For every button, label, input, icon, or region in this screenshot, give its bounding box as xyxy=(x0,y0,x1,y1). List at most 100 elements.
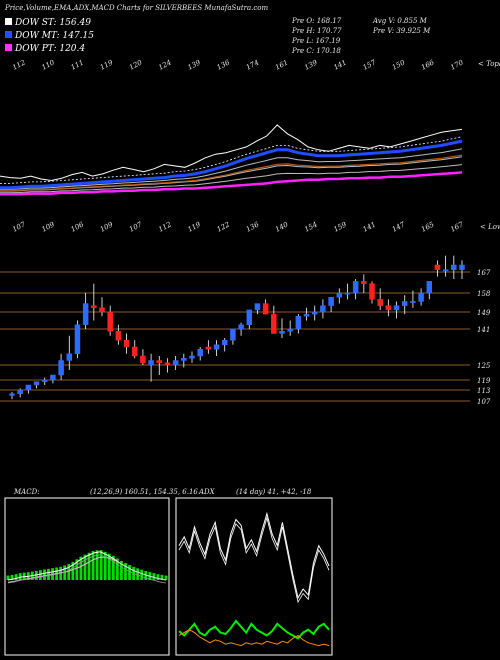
candle-body xyxy=(41,379,48,382)
candle xyxy=(246,309,253,329)
price-tick-label: 107 xyxy=(11,220,27,234)
candle-body xyxy=(254,303,261,311)
legend-pt: DOW PT: 120.4 xyxy=(14,44,85,54)
candle-body xyxy=(426,281,433,294)
macd-histogram-bar xyxy=(71,561,75,580)
price-level-label: 149 xyxy=(477,309,491,317)
ema-tick-label: 161 xyxy=(274,58,290,71)
candle xyxy=(352,279,359,300)
legend-st: DOW ST: 156.49 xyxy=(14,18,91,28)
ema-tick-label: 139 xyxy=(186,58,202,72)
candle-body xyxy=(82,303,89,325)
candle xyxy=(230,328,236,345)
candle-body xyxy=(107,311,113,332)
ema-tick-label: 120 xyxy=(128,58,144,72)
candle xyxy=(25,384,32,394)
candle xyxy=(271,305,277,334)
candle xyxy=(426,281,433,300)
legend-mt: DOW MT: 147.15 xyxy=(14,31,94,41)
candle-body xyxy=(99,307,105,313)
candle-body xyxy=(9,393,15,396)
candle xyxy=(205,340,212,354)
ema-tick-label: 170 xyxy=(449,58,465,72)
candle xyxy=(311,305,318,321)
candle xyxy=(140,349,146,365)
candle-body xyxy=(131,346,138,357)
ema-lines xyxy=(0,124,463,196)
candle-body xyxy=(140,355,146,363)
candle-body xyxy=(410,301,416,303)
candle-body xyxy=(418,292,424,302)
price-level-label: 113 xyxy=(477,387,491,395)
candle xyxy=(66,335,73,370)
candle-body xyxy=(442,269,449,272)
candle xyxy=(451,255,457,279)
price-tick-label: 141 xyxy=(362,220,378,233)
ohlc-close: Pre C: 170.18 xyxy=(291,47,341,55)
macd-histogram-bar xyxy=(120,560,123,580)
candle-body xyxy=(434,264,441,270)
price-tick-label: 140 xyxy=(274,220,290,234)
macd-histogram-bar xyxy=(95,550,99,580)
price-tick-label: 167 xyxy=(449,220,465,234)
candle-body xyxy=(238,324,244,330)
ema-tick-label: 119 xyxy=(99,58,115,72)
ema-long-line xyxy=(0,154,463,192)
price-level-label: 141 xyxy=(477,326,490,334)
price-level-label: 125 xyxy=(477,362,491,370)
price-tick-label: 119 xyxy=(186,220,202,234)
candle-body xyxy=(205,346,212,350)
candle xyxy=(156,356,163,375)
candle-body xyxy=(344,292,351,295)
candle-body xyxy=(156,360,163,363)
ohlc-info: Pre O: 168.17 Pre H: 170.77 Pre L: 167.1… xyxy=(291,17,431,55)
price-tick-label: 154 xyxy=(303,220,319,233)
adx-line-shadow xyxy=(178,516,330,604)
candle-body xyxy=(336,292,343,298)
macd-histogram-bar xyxy=(10,574,14,580)
candle-body xyxy=(74,324,81,354)
avg-volume: Avg V: 0.855 M xyxy=(372,17,428,25)
candles xyxy=(9,255,465,400)
chart-title: Price,Volume,EMA,ADX,MACD Charts for SIL… xyxy=(4,4,269,12)
candle xyxy=(164,358,171,373)
price-level-label: 107 xyxy=(477,398,491,406)
candle xyxy=(50,374,56,384)
candle xyxy=(377,288,383,310)
candle-body xyxy=(451,264,457,270)
candle xyxy=(287,320,293,336)
macd-histogram-bar xyxy=(39,570,42,580)
price-level-label: 167 xyxy=(477,269,491,277)
candle-body xyxy=(17,389,23,394)
adx-values: (14 day) 41, +42, -18 xyxy=(236,488,312,496)
candle xyxy=(459,260,465,279)
candle-body xyxy=(361,281,367,284)
candle-body xyxy=(189,355,195,359)
candle xyxy=(410,290,416,308)
candle xyxy=(336,288,343,304)
price-tick-label: 136 xyxy=(245,220,261,234)
macd-lines xyxy=(7,551,167,584)
macd-histogram-bar xyxy=(47,568,50,580)
macd-histogram-bar xyxy=(18,573,22,580)
price-level-label: 119 xyxy=(477,377,491,385)
price-corner-label: < Lowe xyxy=(480,223,500,231)
macd-histogram-bar xyxy=(43,569,46,580)
macd-signal-line xyxy=(7,556,167,583)
candle xyxy=(181,353,187,368)
legend: DOW ST: 156.49 DOW MT: 147.15 DOW PT: 12… xyxy=(5,18,94,54)
macd-histogram-bar xyxy=(63,565,67,580)
candle-body xyxy=(311,311,318,315)
ema-tick-label: 136 xyxy=(216,58,232,72)
macd-histogram-bar xyxy=(156,574,160,580)
candle xyxy=(148,353,154,382)
ema-tick-label: 110 xyxy=(40,58,56,72)
candle xyxy=(385,299,392,317)
macd-histogram-bar xyxy=(164,575,168,580)
candle xyxy=(279,318,285,338)
candle-body xyxy=(459,264,465,270)
adx-minus-di-line xyxy=(178,629,330,647)
macd-label: MACD: xyxy=(13,488,40,496)
candle xyxy=(303,307,310,321)
adx-panel xyxy=(175,497,333,656)
